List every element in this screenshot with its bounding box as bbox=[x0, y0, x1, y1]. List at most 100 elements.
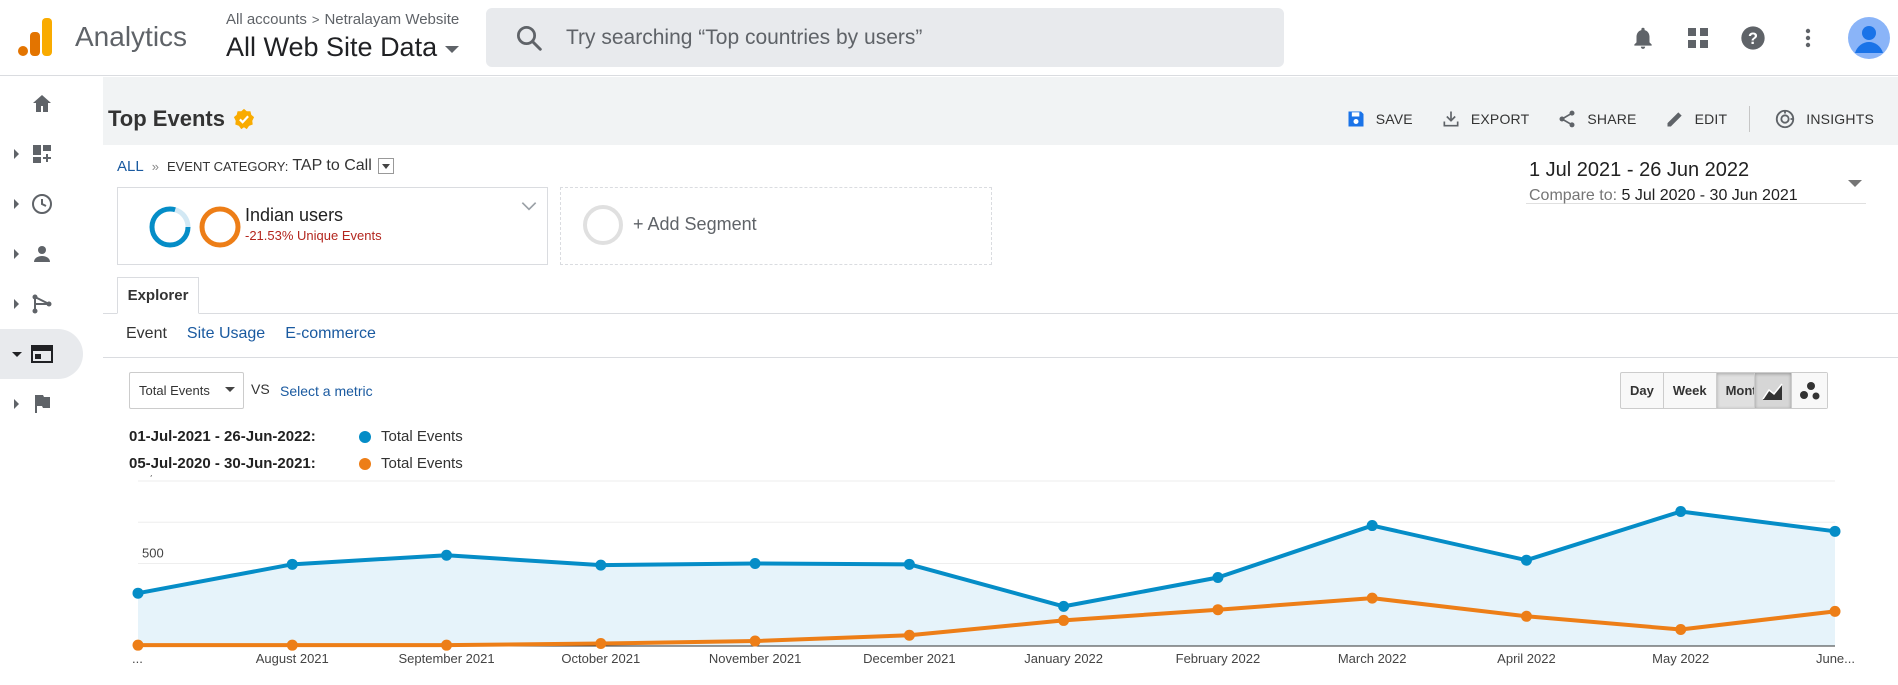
account-avatar[interactable] bbox=[1848, 17, 1890, 59]
acquisition-icon bbox=[32, 294, 52, 314]
explorer-subtabs: Event Site Usage E-commerce bbox=[126, 325, 376, 343]
subtab-site-usage[interactable]: Site Usage bbox=[186, 325, 266, 342]
breadcrumb-property[interactable]: Netralayam Website bbox=[324, 11, 460, 28]
share-button[interactable]: SHARE bbox=[1557, 109, 1636, 129]
data-point bbox=[1366, 592, 1378, 604]
filter-breadcrumb: ALL » EVENT CATEGORY: TAP to Call bbox=[117, 157, 394, 175]
segment-rings bbox=[148, 205, 242, 249]
chevron-right-icon: > bbox=[311, 12, 320, 27]
top-bar: Analytics All accounts > Netralayam Websit… bbox=[0, 0, 1898, 76]
nav-conversions[interactable] bbox=[0, 379, 83, 429]
legend-period: 05-Jul-2020 - 30-Jun-2021: bbox=[129, 455, 316, 472]
filter-all-link[interactable]: ALL bbox=[117, 157, 144, 175]
granularity-week-button[interactable]: Week bbox=[1664, 373, 1717, 408]
save-button[interactable]: SAVE bbox=[1346, 109, 1413, 129]
data-point bbox=[1829, 525, 1841, 537]
breadcrumb-account[interactable]: All accounts bbox=[226, 11, 307, 28]
tab-explorer[interactable]: Explorer bbox=[117, 277, 199, 314]
main-content: Top Events SAVE EXPORT SHARE EDIT bbox=[103, 77, 1898, 685]
x-tick-label: April 2022 bbox=[1497, 651, 1556, 666]
edit-button[interactable]: EDIT bbox=[1665, 109, 1728, 129]
nav-acquisition[interactable] bbox=[0, 279, 83, 329]
audience-person-icon bbox=[34, 246, 50, 262]
series-line bbox=[137, 509, 1836, 609]
y-tick-label: 500 bbox=[142, 546, 164, 561]
select-metric-link[interactable]: Select a metric bbox=[280, 383, 373, 399]
expand-caret-icon bbox=[14, 399, 19, 409]
date-caret-icon bbox=[1848, 180, 1862, 187]
dropdown-caret-icon bbox=[225, 387, 235, 392]
nav-audience[interactable] bbox=[0, 229, 83, 279]
y-tick-label: 1,000 bbox=[142, 475, 175, 478]
segment-name: Indian users bbox=[245, 205, 344, 225]
help-icon[interactable]: ? bbox=[1731, 16, 1775, 60]
svg-text:?: ? bbox=[1748, 30, 1758, 48]
add-segment-button[interactable]: + Add Segment bbox=[560, 187, 992, 265]
x-tick-label: November 2021 bbox=[709, 651, 802, 666]
nav-customization[interactable] bbox=[0, 129, 83, 179]
legend-series-name: Total Events bbox=[381, 455, 463, 472]
nav-home[interactable] bbox=[0, 79, 83, 129]
account-breadcrumb[interactable]: All accounts > Netralayam Website bbox=[226, 11, 459, 28]
data-point bbox=[903, 558, 915, 570]
data-point bbox=[1366, 520, 1378, 532]
report-header: Top Events SAVE EXPORT SHARE EDIT bbox=[103, 77, 1898, 145]
nav-realtime[interactable] bbox=[0, 179, 83, 229]
legend-row-compare: 05-Jul-2020 - 30-Jun-2021: Total Events bbox=[129, 455, 463, 472]
line-chart-button[interactable] bbox=[1755, 373, 1791, 408]
date-range-main: 1 Jul 2021 - 26 Jun 2022 bbox=[1529, 159, 1750, 181]
view-selector[interactable]: All Web Site Data bbox=[226, 32, 460, 63]
segment-stat: -21.53% Unique Events bbox=[245, 228, 382, 243]
data-point bbox=[595, 559, 607, 571]
data-point bbox=[1212, 572, 1224, 584]
realtime-clock-icon bbox=[32, 194, 52, 214]
segment-ring-blue-icon bbox=[149, 206, 191, 248]
bell-icon[interactable] bbox=[1621, 16, 1665, 60]
verified-badge-icon[interactable] bbox=[233, 108, 255, 130]
chevron-down-icon[interactable] bbox=[519, 196, 539, 216]
insights-icon bbox=[1776, 109, 1795, 129]
top-icons: ? bbox=[1610, 16, 1898, 60]
subtab-event[interactable]: Event bbox=[126, 325, 167, 342]
share-label: SHARE bbox=[1587, 111, 1637, 127]
metric-selected: Total Events bbox=[139, 383, 210, 398]
x-tick-label: October 2021 bbox=[561, 651, 640, 666]
nav-behavior[interactable] bbox=[0, 329, 83, 379]
more-vert-icon[interactable] bbox=[1786, 16, 1830, 60]
export-button[interactable]: EXPORT bbox=[1441, 109, 1530, 129]
behavior-icon bbox=[31, 345, 53, 363]
x-tick-label: February 2022 bbox=[1176, 651, 1261, 666]
search-bar[interactable] bbox=[486, 8, 1284, 67]
filter-arrow: » bbox=[151, 158, 159, 174]
expand-caret-icon bbox=[14, 299, 19, 309]
expand-caret-icon bbox=[14, 149, 19, 159]
data-point bbox=[1675, 506, 1687, 518]
data-point bbox=[441, 549, 453, 561]
segment-ring-orange-icon bbox=[199, 206, 241, 248]
expand-caret-icon bbox=[14, 249, 19, 259]
apps-grid-icon[interactable] bbox=[1676, 16, 1720, 60]
segment-card[interactable]: Indian users -21.53% Unique Events bbox=[117, 187, 548, 265]
motion-chart-button[interactable] bbox=[1791, 373, 1827, 408]
edit-label: EDIT bbox=[1694, 111, 1728, 127]
x-tick-label: January 2022 bbox=[1024, 651, 1103, 666]
actions-divider bbox=[1749, 106, 1751, 132]
report-title-text: Top Events bbox=[108, 106, 225, 131]
metric-select[interactable]: Total Events bbox=[129, 372, 244, 409]
data-point bbox=[1520, 610, 1532, 622]
filter-dropdown-button[interactable] bbox=[377, 158, 394, 174]
search-input[interactable] bbox=[566, 25, 1246, 50]
insights-button[interactable]: INSIGHTS bbox=[1774, 108, 1874, 130]
legend-period: 01-Jul-2021 - 26-Jun-2022: bbox=[129, 428, 316, 445]
granularity-day-button[interactable]: Day bbox=[1621, 373, 1664, 408]
edit-pencil-icon bbox=[1667, 112, 1682, 127]
date-range-picker[interactable]: 1 Jul 2021 - 26 Jun 2022 Compare to: 5 J… bbox=[1526, 159, 1866, 204]
data-point bbox=[1058, 600, 1070, 612]
vs-label: VS bbox=[251, 381, 270, 397]
data-point bbox=[1058, 614, 1070, 626]
subtab-ecommerce[interactable]: E-commerce bbox=[285, 325, 376, 342]
chart-type-toggle bbox=[1754, 372, 1828, 409]
x-tick-label: August 2021 bbox=[256, 651, 329, 666]
view-name: All Web Site Data bbox=[226, 32, 438, 62]
analytics-logo-icon[interactable] bbox=[18, 18, 52, 56]
